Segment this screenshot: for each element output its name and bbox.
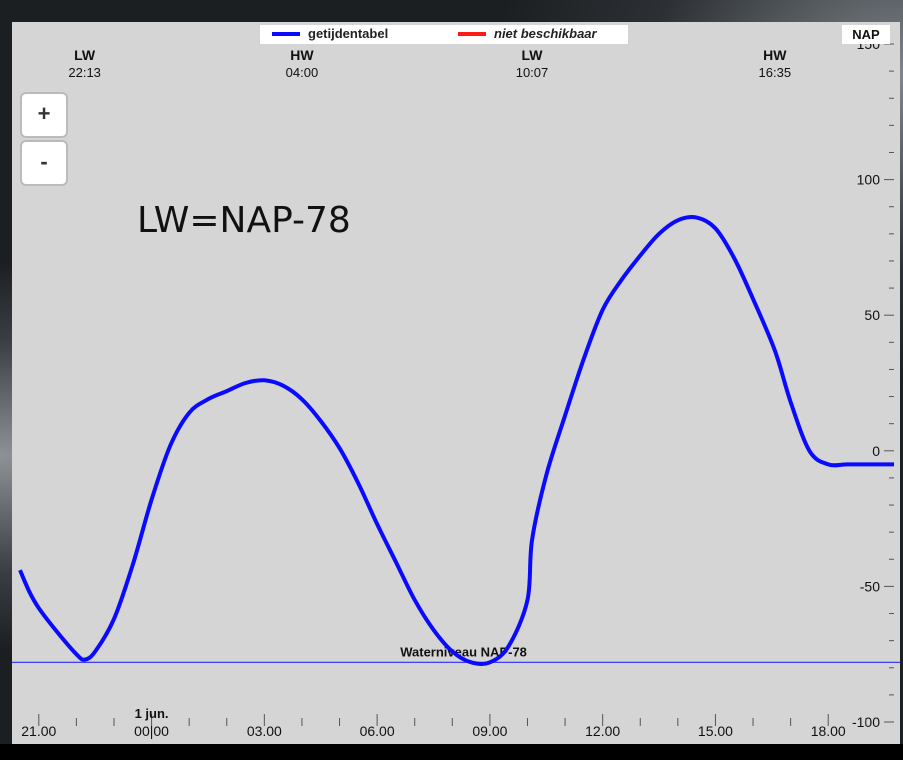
bottom-bar (0, 744, 903, 760)
x-tick-label: 03.00 (247, 723, 282, 739)
x-tick-label: 21.00 (21, 723, 56, 739)
tide-event-time: 16:35 (759, 65, 792, 80)
series-line-getijdentabel (18, 215, 894, 667)
tide-event-time: 22:13 (68, 65, 101, 80)
x-tick-label: 00|00 (134, 723, 169, 739)
legend-label: niet beschikbaar (494, 26, 597, 41)
x-tick-label: 09.00 (472, 723, 507, 739)
y-tick-label: 0 (872, 443, 880, 459)
date-label: 1 jun. (135, 706, 169, 721)
y-tick-label: -50 (860, 578, 880, 594)
annotation-text: LW=NAP-78 (137, 200, 351, 241)
legend-swatch-red (458, 31, 486, 36)
tide-event-type: LW (74, 47, 96, 63)
y-tick-label: 100 (857, 172, 881, 188)
x-tick-label: 18.00 (811, 723, 846, 739)
reference-line-label: Waterniveau NAP-78 (400, 644, 527, 659)
unit-label: NAP (842, 25, 890, 44)
x-tick-label: 06.00 (360, 723, 395, 739)
x-tick-label: 15.00 (698, 723, 733, 739)
tide-chart-panel: -100 -50 0 50 100 150 21.00 00|00 03.00 06.00 09.0… (12, 22, 900, 744)
x-tick-label: 12.00 (585, 723, 620, 739)
tide-event-type: HW (290, 47, 314, 63)
tide-event-time: 04:00 (286, 65, 319, 80)
legend: getijdentabel niet beschikbaar (260, 25, 628, 44)
tide-event-time: 10:07 (516, 65, 549, 80)
legend-item-niet-beschikbaar: niet beschikbaar (458, 26, 597, 41)
zoom-out-button[interactable]: - (20, 140, 68, 186)
legend-label: getijdentabel (308, 26, 389, 41)
legend-item-getijdentabel: getijdentabel (272, 26, 388, 41)
zoom-in-button[interactable]: + (20, 92, 68, 138)
legend-swatch-blue (272, 31, 300, 36)
tide-event-type: LW (521, 47, 543, 63)
y-tick-label: 50 (864, 307, 880, 323)
tide-event-type: HW (763, 47, 787, 63)
